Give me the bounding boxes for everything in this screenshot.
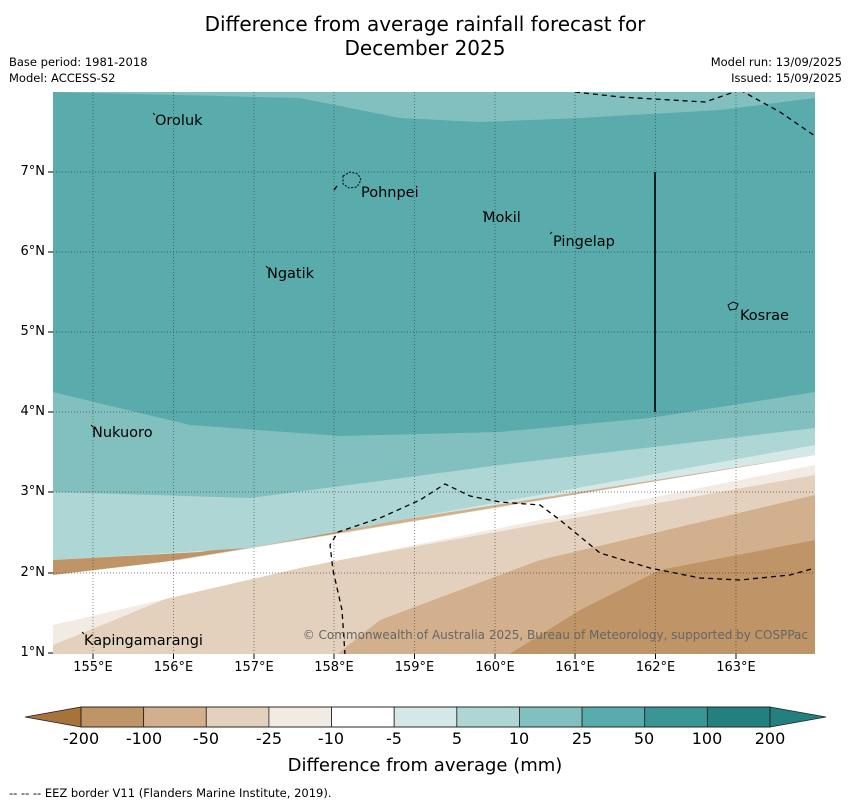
model-name: Model: ACCESS-S2 <box>9 71 116 85</box>
map-area <box>53 92 815 654</box>
colorbar-cells <box>80 706 771 728</box>
place-kapingamarangi: Kapingamarangi <box>84 633 203 649</box>
footnote: -- -- -- EEZ border V11 (Flanders Marine… <box>9 786 332 800</box>
lon-label-157e: 157°E <box>234 660 274 675</box>
lon-label-161e: 161°E <box>555 660 595 675</box>
colorbar-label: -25 <box>255 729 283 748</box>
colorbar-cell <box>331 706 395 728</box>
colorbar-cell <box>456 706 520 728</box>
colorbar-label: -50 <box>192 729 220 748</box>
eez-border <box>329 92 815 654</box>
issued-date: Issued: 15/09/2025 <box>731 71 842 85</box>
lat-label-4n: 4°N <box>20 404 46 419</box>
colorbar-label: 100 <box>691 729 723 748</box>
meta-left: Base period: 1981-2018 Model: ACCESS-S2 <box>9 54 148 86</box>
lon-label-160e: 160°E <box>475 660 515 675</box>
lat-label-5n: 5°N <box>20 324 46 339</box>
colorbar-label: 200 <box>754 729 786 748</box>
colorbar-arrow-right <box>769 706 827 728</box>
colorbar-arrow-left <box>24 706 82 728</box>
colorbar-label: -100 <box>125 729 163 748</box>
colorbar-cell <box>80 706 145 728</box>
place-kosrae: Kosrae <box>740 308 789 324</box>
colorbar-label: 50 <box>633 729 655 748</box>
colorbar-cell <box>644 706 708 728</box>
band-plus-25-north <box>53 92 815 122</box>
base-period: Base period: 1981-2018 <box>9 55 148 69</box>
colorbar-title: Difference from average (mm) <box>287 755 563 776</box>
colorbar-cell <box>268 706 332 728</box>
band-plus-50 <box>53 92 815 436</box>
colorbar-cell <box>205 706 270 728</box>
lat-label-3n: 3°N <box>20 484 46 499</box>
axis-ticks <box>48 171 737 659</box>
colorbar-label: -5 <box>386 729 402 748</box>
lon-label-163e: 163°E <box>716 660 756 675</box>
band-near-zero <box>53 455 815 625</box>
kosrae-island-shape <box>727 301 739 311</box>
meta-right: Model run: 13/09/2025 Issued: 15/09/2025 <box>711 54 842 86</box>
place-nukuoro: Nukuoro <box>92 425 153 441</box>
place-mokil: Mokil <box>483 210 521 226</box>
colorbar-cell <box>519 706 583 728</box>
lon-label-162e: 162°E <box>635 660 676 675</box>
colorbar-label: -10 <box>317 729 345 748</box>
colorbar-label: 10 <box>508 729 530 748</box>
colorbar-frame <box>80 706 771 728</box>
atoll-marks <box>81 112 553 635</box>
colorbar-label: -200 <box>62 729 100 748</box>
copyright-credit: © Commonwealth of Australia 2025, Bureau… <box>302 628 808 642</box>
lat-label-2n: 2°N <box>20 565 46 580</box>
place-pingelap: Pingelap <box>553 234 615 250</box>
map-title: Difference from average rainfall forecas… <box>0 12 850 60</box>
lat-label-7n: 7°N <box>20 164 46 179</box>
graticule <box>53 92 815 654</box>
lon-label-155e: 155°E <box>73 660 113 675</box>
lon-label-158e: 158°E <box>314 660 354 675</box>
colorbar-cell <box>706 706 771 728</box>
colorbar-cell <box>143 706 207 728</box>
place-pohnpei: Pohnpei <box>361 185 419 201</box>
colorbar-label: 5 <box>451 729 463 748</box>
colorbar-label: 25 <box>571 729 593 748</box>
lat-label-1n: 1°N <box>20 645 46 660</box>
colorbar <box>24 706 827 728</box>
map-title-line-1: Difference from average rainfall forecas… <box>204 12 646 36</box>
place-ngatik: Ngatik <box>267 266 315 282</box>
map-title-line-2: December 2025 <box>344 36 506 60</box>
lon-label-159e: 159°E <box>394 660 435 675</box>
place-oroluk: Oroluk <box>155 113 203 129</box>
model-run: Model run: 13/09/2025 <box>710 55 842 69</box>
lat-label-6n: 6°N <box>20 244 46 259</box>
colorbar-cell <box>581 706 646 728</box>
colorbar-cell <box>393 706 458 728</box>
lon-label-156e: 156°E <box>153 660 194 675</box>
